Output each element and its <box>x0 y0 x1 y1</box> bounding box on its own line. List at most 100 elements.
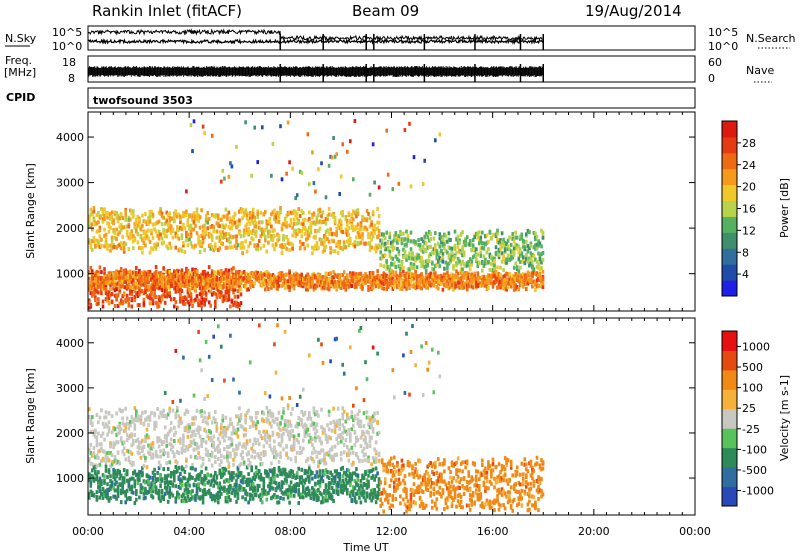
power-cell <box>349 237 352 242</box>
power-cell <box>336 223 340 228</box>
power-cell <box>367 287 370 292</box>
power-cell <box>487 286 490 290</box>
power-cell <box>256 160 259 165</box>
power-cell <box>113 283 117 287</box>
power-cell <box>250 231 253 236</box>
power-cell <box>121 216 124 221</box>
power-cell <box>523 273 527 278</box>
velocity-cell <box>147 443 150 448</box>
power-cell <box>336 283 340 288</box>
power-cell <box>129 235 132 240</box>
power-cell <box>224 295 228 300</box>
power-cell <box>127 279 131 284</box>
power-cell <box>124 212 127 217</box>
velocity-cell <box>103 493 106 498</box>
power-cell <box>380 280 384 285</box>
power-cell <box>397 252 401 257</box>
power-cell <box>367 235 370 240</box>
power-cell <box>534 288 537 292</box>
velocity-cell <box>95 413 99 417</box>
power-cell <box>277 275 281 280</box>
power-cell <box>232 275 235 279</box>
power-cell <box>223 297 226 302</box>
power-cell <box>291 277 294 282</box>
power-cell <box>201 278 205 283</box>
power-cell <box>259 282 263 287</box>
power-cell <box>186 221 190 226</box>
power-cell <box>371 229 375 234</box>
power-cell <box>151 212 155 217</box>
power-cell <box>515 273 519 278</box>
power-cell <box>438 256 442 261</box>
power-cell <box>285 246 288 251</box>
power-cell <box>468 263 472 267</box>
power-cell <box>385 230 388 235</box>
power-cell <box>361 286 364 291</box>
power-cell <box>491 272 495 277</box>
velocity-cell <box>115 461 118 466</box>
power-cell <box>341 210 344 214</box>
power-cell <box>250 173 253 178</box>
power-cell <box>109 243 112 248</box>
power-cell <box>512 287 516 292</box>
power-cell <box>119 222 123 227</box>
power-cell <box>503 280 507 285</box>
velocity-cell <box>107 411 111 416</box>
velocity-cell <box>136 418 140 423</box>
power-cell <box>113 235 117 240</box>
power-cell <box>220 232 223 237</box>
power-cell <box>514 235 517 240</box>
power-cell <box>100 285 103 290</box>
power-cell <box>95 229 99 234</box>
velocity-cell <box>147 415 150 420</box>
power-cell <box>250 271 253 276</box>
power-cell <box>217 291 220 296</box>
power-cell <box>195 213 199 218</box>
power-cell <box>233 279 237 283</box>
power-cell <box>295 232 299 237</box>
power-cell <box>308 182 311 187</box>
velocity-cell <box>122 446 126 451</box>
power-cell <box>110 277 114 282</box>
power-cell <box>435 284 439 289</box>
power-cell <box>232 266 235 271</box>
power-cell <box>156 220 159 225</box>
power-cell <box>262 272 266 277</box>
power-cell <box>210 292 214 297</box>
power-cell <box>327 239 331 244</box>
power-cell <box>314 235 317 240</box>
power-cell <box>125 232 129 237</box>
power-cell <box>502 254 505 259</box>
power-cell <box>214 271 217 276</box>
power-cell <box>245 278 249 283</box>
power-cell <box>89 280 93 285</box>
velocity-cell <box>107 498 111 503</box>
power-cell <box>168 218 171 223</box>
power-cell <box>415 265 419 270</box>
power-cell <box>497 247 501 252</box>
power-cell <box>415 285 419 289</box>
power-cell <box>274 282 278 287</box>
velocity-cell <box>147 474 150 479</box>
velocity-cell <box>106 451 109 455</box>
power-cell <box>541 269 545 274</box>
power-cell <box>312 220 316 225</box>
power-cell <box>311 279 314 284</box>
velocity-cell <box>144 417 147 422</box>
velocity-cell <box>106 491 109 496</box>
power-cell <box>502 237 505 242</box>
velocity-cell <box>104 415 108 420</box>
power-cell <box>238 218 241 223</box>
power-cell <box>218 285 222 290</box>
power-cell <box>386 265 390 270</box>
power-cell <box>124 297 127 302</box>
power-cell <box>321 281 325 286</box>
power-cell <box>449 276 452 281</box>
power-cell <box>385 263 388 268</box>
power-cell <box>217 270 220 275</box>
power-cell <box>361 280 364 285</box>
power-cell <box>429 283 432 288</box>
power-cell <box>259 271 263 276</box>
power-cell <box>273 247 276 251</box>
power-cell <box>169 277 173 282</box>
